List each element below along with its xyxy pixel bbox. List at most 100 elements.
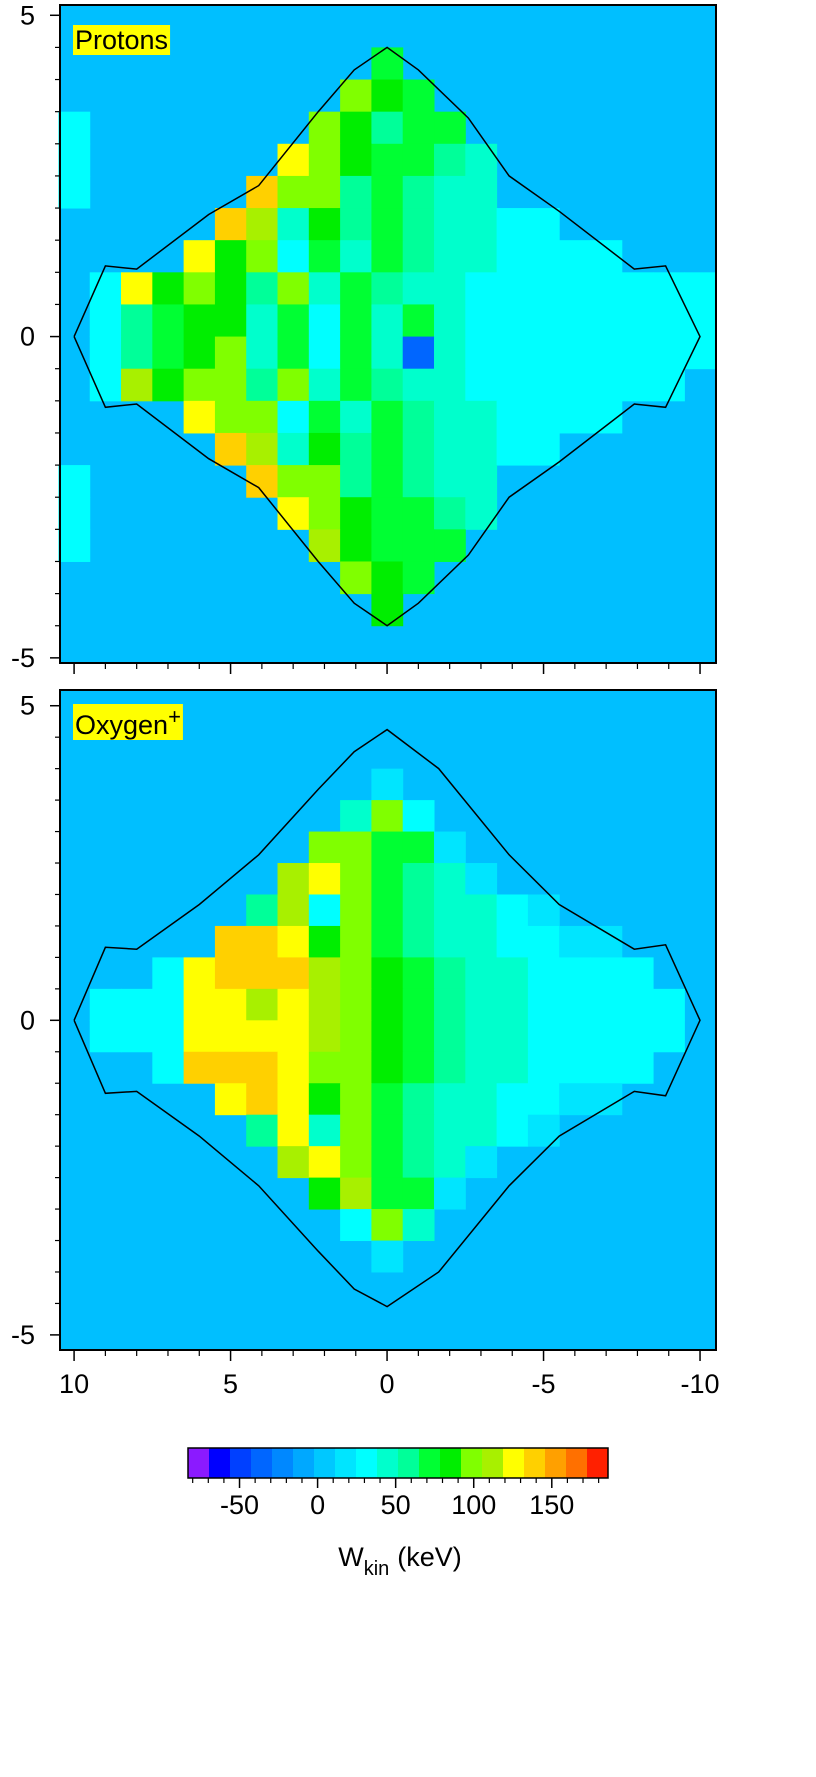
- colorbar-label: Wkin (keV): [338, 1542, 462, 1580]
- heat-cell: [277, 1020, 310, 1053]
- heat-cell: [465, 175, 498, 209]
- heat-cell: [214, 1051, 247, 1084]
- heat-cell: [340, 79, 372, 113]
- heat-cell: [340, 368, 372, 402]
- heat-cell: [340, 465, 372, 498]
- heat-cell: [402, 925, 435, 958]
- colorbar-segment: [503, 1448, 525, 1478]
- heat-cell: [434, 1114, 466, 1147]
- heat-cell: [590, 925, 623, 958]
- heat-cell: [308, 1051, 341, 1084]
- heat-cell: [371, 336, 404, 370]
- colorbar-segment: [188, 1448, 210, 1478]
- heat-cell: [183, 336, 216, 370]
- panel-label-main: Protons: [75, 25, 168, 55]
- heat-cell: [559, 957, 591, 990]
- heat-cell: [402, 465, 435, 498]
- heat-cell: [371, 1020, 404, 1053]
- heat-cell: [340, 1146, 372, 1179]
- heat-cell: [152, 1051, 185, 1084]
- heat-cell: [308, 208, 341, 241]
- heat-cell: [308, 988, 341, 1021]
- heat-cell: [340, 988, 372, 1021]
- heat-cell: [371, 1177, 404, 1210]
- heat-cell: [89, 988, 122, 1021]
- heat-cell: [590, 336, 623, 370]
- heat-cell: [246, 988, 279, 1021]
- heat-cell: [371, 894, 404, 927]
- colorbar-tick-label: 50: [381, 1490, 411, 1520]
- colorbar-tick-label: -50: [220, 1490, 259, 1520]
- heat-cell: [496, 1083, 529, 1116]
- heat-cell: [434, 432, 466, 466]
- heat-cell: [402, 1051, 435, 1084]
- heat-cell: [214, 957, 247, 990]
- heat-cell: [183, 368, 216, 402]
- heat-cell: [465, 272, 498, 305]
- colorbar-label-main: W: [338, 1542, 364, 1572]
- heat-cell: [246, 432, 279, 466]
- heat-cell: [308, 529, 341, 562]
- heat-cell: [465, 400, 498, 434]
- heat-cell: [402, 208, 435, 241]
- heat-cell: [434, 988, 466, 1021]
- heat-cell: [308, 957, 341, 990]
- heat-cell: [527, 240, 560, 273]
- x-tick-label: 0: [380, 1369, 395, 1399]
- heat-cell: [402, 1114, 435, 1147]
- heat-cell: [434, 1083, 466, 1116]
- heat-cell: [58, 529, 91, 562]
- heat-cell: [465, 988, 498, 1021]
- heat-cell: [246, 1083, 279, 1116]
- heat-cell: [340, 1209, 372, 1242]
- heat-cell: [496, 1051, 529, 1084]
- heat-cell: [340, 272, 372, 305]
- heat-cell: [434, 894, 466, 927]
- heat-cell: [590, 368, 623, 402]
- heat-cell: [89, 1020, 122, 1053]
- heat-cell: [402, 111, 435, 145]
- heat-cell: [277, 208, 310, 241]
- colorbar-label-sub: kin: [364, 1558, 390, 1580]
- heat-cell: [559, 1051, 591, 1084]
- colorbar-segment: [209, 1448, 231, 1478]
- heat-cell: [434, 143, 466, 177]
- heat-cell: [371, 143, 404, 177]
- heat-cell: [402, 368, 435, 402]
- heat-cell: [308, 465, 341, 498]
- heat-cell: [559, 304, 591, 338]
- colorbar-segment: [335, 1448, 357, 1478]
- heat-cell: [621, 988, 654, 1021]
- panel-label: Oxygen+: [73, 704, 183, 740]
- heat-cell: [308, 894, 341, 927]
- heat-cell: [246, 304, 279, 338]
- heat-cell: [183, 988, 216, 1021]
- heat-cell: [465, 1020, 498, 1053]
- heat-cell: [277, 957, 310, 990]
- heat-cell: [371, 432, 404, 466]
- heat-cell: [308, 863, 341, 895]
- heat-cell: [371, 175, 404, 209]
- heat-cell: [308, 368, 341, 402]
- heat-cell: [308, 1114, 341, 1147]
- heat-cell: [183, 957, 216, 990]
- heat-cell: [653, 304, 685, 338]
- heat-cell: [496, 272, 529, 305]
- heat-cell: [246, 957, 279, 990]
- heat-cell: [402, 1020, 435, 1053]
- heat-cell: [527, 400, 560, 434]
- heat-cell: [371, 400, 404, 434]
- plot-frame: [59, 4, 717, 664]
- colorbar-tick-label: 0: [310, 1490, 325, 1520]
- heat-cell: [308, 1177, 341, 1210]
- heat-cell: [89, 304, 122, 338]
- heat-cell: [402, 831, 435, 864]
- heat-cell: [58, 143, 91, 177]
- colorbar-segment: [461, 1448, 483, 1478]
- heat-cell: [434, 304, 466, 338]
- heat-cell: [465, 143, 498, 177]
- panel-label-text: Oxygen+: [75, 704, 181, 740]
- heat-cell: [527, 988, 560, 1021]
- heat-cell: [58, 175, 91, 209]
